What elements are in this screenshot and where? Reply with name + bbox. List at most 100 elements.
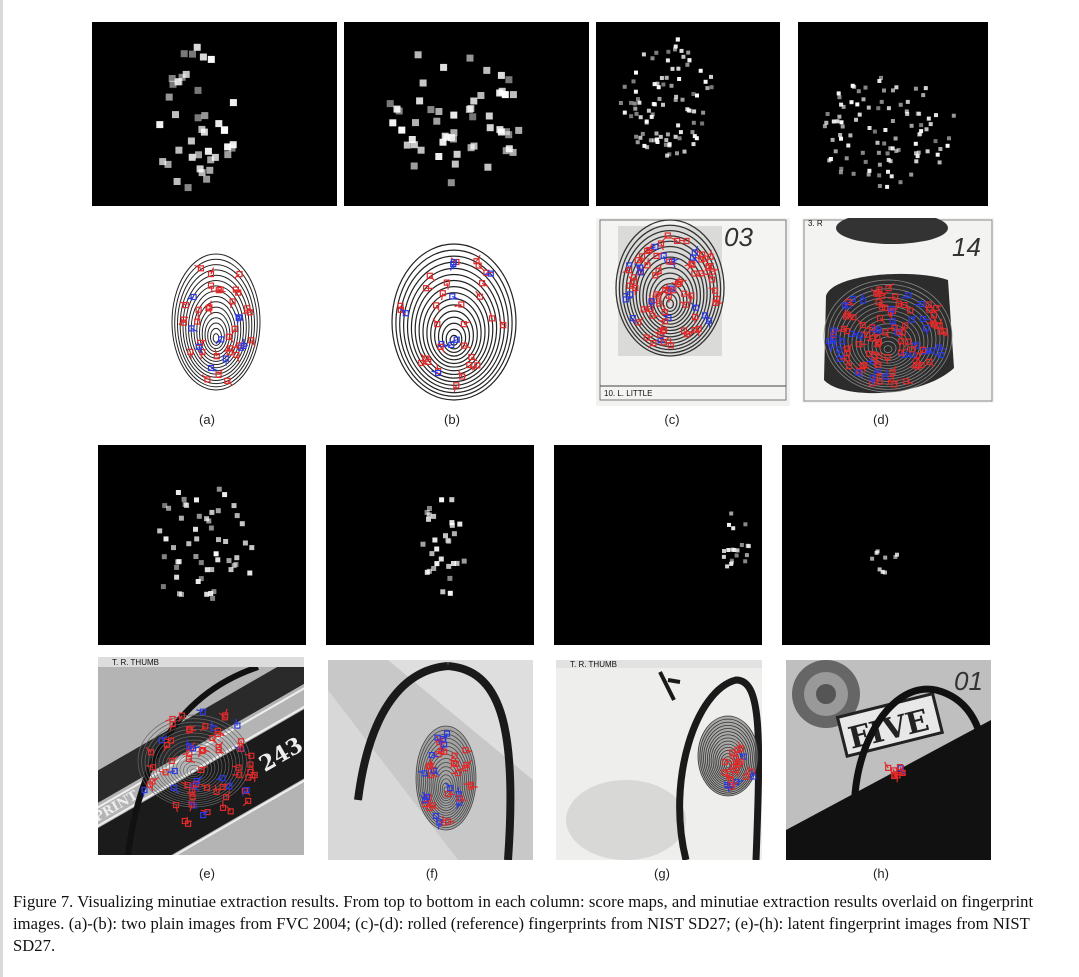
minutia-marker xyxy=(898,338,905,345)
minutia-direction xyxy=(471,364,478,371)
minutia-direction xyxy=(857,372,864,378)
score-dot xyxy=(938,147,943,151)
minutia-marker xyxy=(215,743,222,751)
minutia-direction xyxy=(189,725,196,731)
minutia-marker xyxy=(736,760,743,768)
score-dot xyxy=(889,174,894,179)
score-dot xyxy=(891,88,895,93)
minutia-direction xyxy=(436,363,439,372)
score-map-f-plot xyxy=(420,497,467,596)
score-dot xyxy=(175,78,183,86)
minutia-direction xyxy=(198,346,202,354)
minutia-direction xyxy=(663,336,670,343)
ridges xyxy=(391,243,517,401)
score-dot xyxy=(849,100,854,105)
score-dot xyxy=(664,138,669,143)
minutia-direction xyxy=(888,283,895,289)
score-dot xyxy=(165,93,173,101)
minutia-marker xyxy=(243,787,250,794)
minutia-marker xyxy=(236,342,243,349)
minutia-marker xyxy=(626,267,633,274)
score-dot xyxy=(913,141,918,146)
minutia-marker xyxy=(660,339,668,346)
score-dot xyxy=(824,120,829,125)
minutia-direction xyxy=(694,245,699,253)
score-dot xyxy=(886,169,890,174)
score-dot xyxy=(194,497,199,503)
minutia-direction xyxy=(901,325,906,332)
minutia-marker xyxy=(233,351,240,358)
minutia-direction xyxy=(489,311,493,319)
minutia-direction xyxy=(670,237,678,242)
label-h: (h) xyxy=(873,866,889,881)
score-dot xyxy=(935,152,940,157)
minutia-direction xyxy=(459,797,467,802)
minutia-direction xyxy=(938,346,946,350)
score-dot xyxy=(633,106,638,111)
score-dot xyxy=(195,151,202,159)
score-dot xyxy=(880,569,885,574)
minutia-direction xyxy=(873,356,879,364)
score-dot xyxy=(410,141,418,149)
score-dot xyxy=(449,497,455,503)
ridge-line xyxy=(174,258,258,388)
minutia-marker xyxy=(199,812,207,819)
minutia-direction xyxy=(879,317,886,324)
score-dot xyxy=(447,179,455,187)
score-dot xyxy=(485,112,493,120)
minutia-marker xyxy=(207,270,215,278)
minutia-marker xyxy=(657,240,665,247)
minutia-direction xyxy=(440,346,445,353)
minutia-marker xyxy=(863,331,871,338)
minutia-marker xyxy=(237,745,244,752)
score-dot xyxy=(638,115,643,120)
score-dot xyxy=(159,158,167,166)
label-d: (d) xyxy=(873,412,889,427)
score-dot xyxy=(448,134,455,142)
minutia-direction xyxy=(429,758,432,766)
score-dot xyxy=(882,141,887,146)
minutia-direction xyxy=(202,810,209,816)
minutia-direction xyxy=(188,758,196,764)
minutia-marker xyxy=(185,755,193,763)
score-dot xyxy=(618,101,623,105)
ridge-line xyxy=(665,298,675,309)
score-dot xyxy=(933,139,938,144)
score-dot xyxy=(446,538,452,544)
score-dots xyxy=(618,37,714,158)
page-edge xyxy=(0,0,3,977)
score-dot xyxy=(877,162,882,167)
minutia-direction xyxy=(158,770,166,773)
score-dot xyxy=(924,127,929,132)
minutia-direction xyxy=(646,335,654,339)
score-dot xyxy=(467,144,475,152)
minutia-direction xyxy=(178,319,185,326)
minutia-direction xyxy=(857,319,864,326)
minutia-direction xyxy=(899,766,906,773)
minutia-direction xyxy=(152,777,159,782)
score-dot xyxy=(168,75,176,82)
score-dots xyxy=(721,511,751,569)
minutia-direction xyxy=(231,765,239,769)
minutia-marker xyxy=(682,301,690,308)
score-dot xyxy=(909,123,914,128)
minutia-direction xyxy=(202,749,210,753)
score-dot xyxy=(659,76,664,80)
minutia-marker xyxy=(426,272,433,279)
score-dot xyxy=(678,130,683,135)
minutia-direction xyxy=(439,743,442,751)
score-dot xyxy=(156,121,164,129)
minutia-marker xyxy=(845,298,852,306)
minutia-direction xyxy=(232,344,240,349)
minutia-marker xyxy=(218,336,225,343)
score-dot xyxy=(877,173,882,178)
minutiae xyxy=(141,708,258,827)
minutia-direction xyxy=(940,331,947,337)
minutia-marker xyxy=(637,264,644,271)
minutia-marker xyxy=(666,258,673,265)
minutia-direction xyxy=(733,761,741,764)
minutia-direction xyxy=(145,746,152,753)
minutia-direction xyxy=(201,374,208,380)
score-dot xyxy=(917,111,922,116)
minutia-direction xyxy=(887,327,895,330)
